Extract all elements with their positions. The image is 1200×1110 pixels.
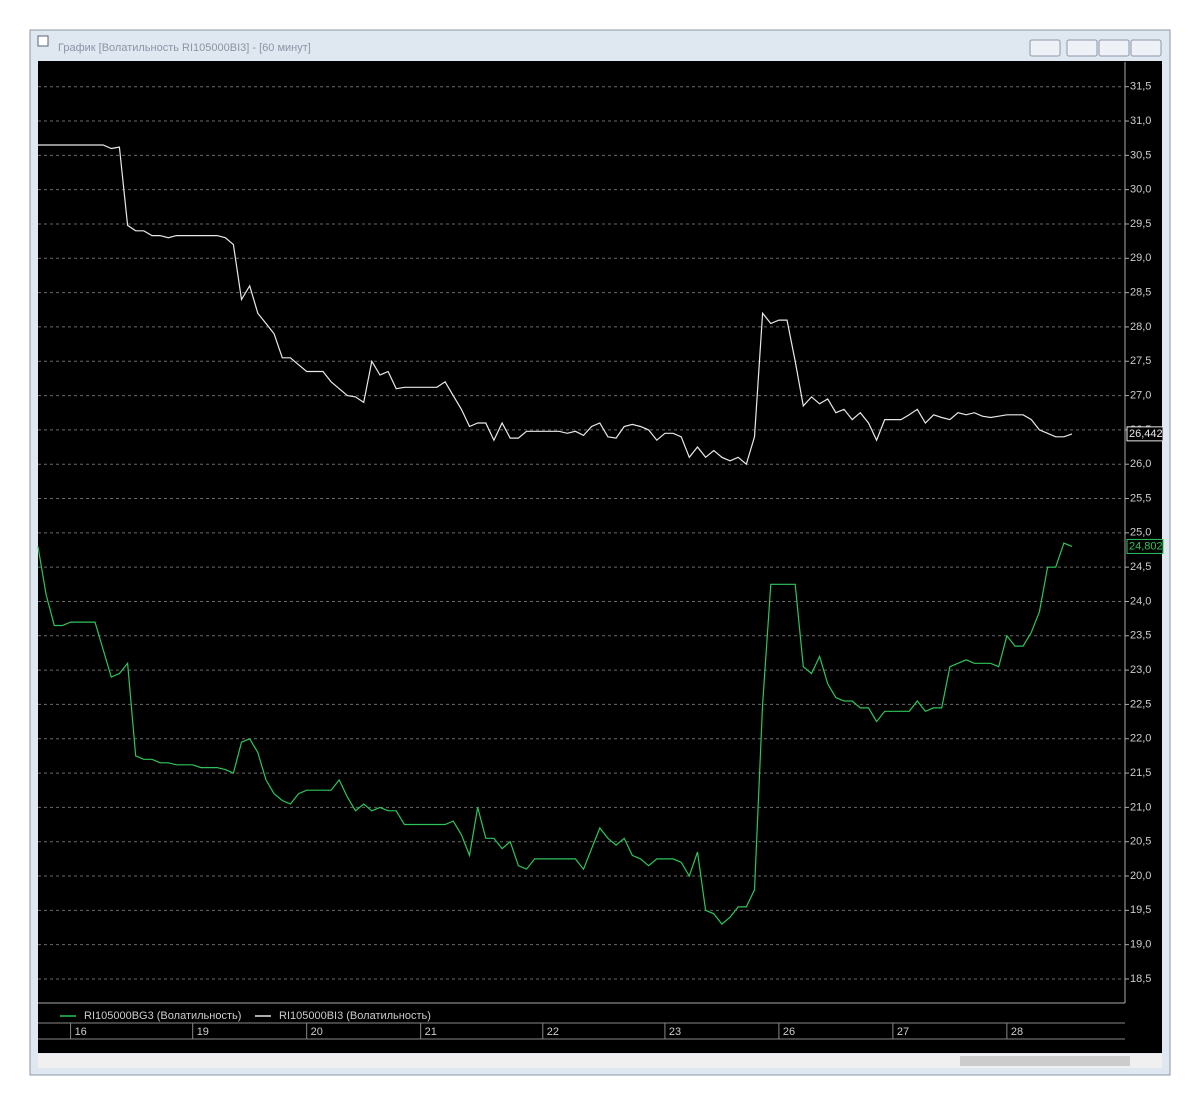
y-tick-label: 18,5 (1130, 973, 1151, 985)
y-tick-label: 30,0 (1130, 184, 1151, 196)
minimize-button[interactable] (1066, 39, 1098, 57)
x-tick-label: 22 (547, 1026, 559, 1038)
y-tick-label: 22,0 (1130, 733, 1151, 745)
y-tick-label: 27,5 (1130, 355, 1151, 367)
x-tick-label: 27 (897, 1026, 909, 1038)
maximize-button[interactable] (1098, 39, 1130, 57)
x-tick-label: 23 (669, 1026, 681, 1038)
last-value-box (1126, 538, 1164, 554)
series-line (38, 144, 1073, 466)
y-tick-label: 23,5 (1130, 630, 1151, 642)
y-tick-label: 24,5 (1130, 561, 1151, 573)
y-tick-label: 20,5 (1130, 836, 1151, 848)
close-button[interactable] (1130, 39, 1162, 57)
pin-button[interactable] (1029, 39, 1061, 57)
y-tick-label: 22,5 (1130, 698, 1151, 710)
y-tick-label: 20,0 (1130, 870, 1151, 882)
y-tick-label: 28,0 (1130, 321, 1151, 333)
y-tick-label: 25,5 (1130, 492, 1151, 504)
window-icon (37, 35, 49, 47)
y-tick-label: 23,0 (1130, 664, 1151, 676)
last-value-box (1126, 426, 1164, 442)
x-tick-label: 21 (425, 1026, 437, 1038)
x-tick-label: 16 (75, 1026, 87, 1038)
y-tick-label: 30,5 (1130, 149, 1151, 161)
y-tick-label: 27,0 (1130, 389, 1151, 401)
scroll-thumb[interactable] (960, 1056, 1130, 1066)
series-line (37, 542, 1073, 925)
legend-label: RI105000BG3 (Волатильность) (84, 1010, 241, 1022)
legend-label: RI105000BI3 (Волатильность) (279, 1010, 431, 1022)
plot: 18,5 19,0 19,5 20,0 20,5 21,0 21,5 22,0 22,5 23,0… (37, 81, 1164, 1039)
y-tick-label: 29,5 (1130, 218, 1151, 230)
y-tick-label: 31,0 (1130, 115, 1151, 127)
last-value-label: 26,442 (1129, 428, 1163, 440)
y-tick-label: 21,0 (1130, 801, 1151, 813)
y-tick-label: 28,5 (1130, 287, 1151, 299)
chart-area (38, 61, 1162, 1053)
y-tick-label: 26,0 (1130, 458, 1151, 470)
x-tick-label: 19 (197, 1026, 209, 1038)
last-value-label: 24,802 (1129, 540, 1163, 552)
y-tick-label: 21,5 (1130, 767, 1151, 779)
x-tick-label: 26 (783, 1026, 795, 1038)
y-tick-label: 24,0 (1130, 595, 1151, 607)
y-tick-label: 29,0 (1130, 252, 1151, 264)
x-tick-label: 20 (311, 1026, 323, 1038)
y-tick-label: 19,0 (1130, 939, 1151, 951)
y-tick-label: 25,0 (1130, 527, 1151, 539)
y-tick-label: 19,5 (1130, 904, 1151, 916)
y-tick-label: 31,5 (1130, 81, 1151, 93)
window-title: График [Волатильность RI105000BI3] - [60… (58, 42, 311, 54)
x-tick-label: 28 (1011, 1026, 1023, 1038)
scrollbar[interactable] (38, 1054, 1162, 1068)
